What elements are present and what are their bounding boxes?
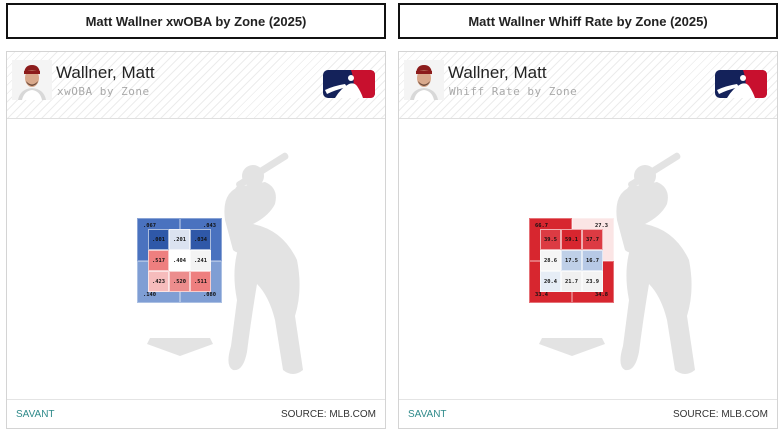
zone-value: .241 [194,258,207,264]
card-header: Wallner, Matt xwOBA by Zone [7,52,385,119]
strike-zone-grid: 66.7 27.3 33.4 34.8 39.5 59.1 37.7 28.6 … [529,218,614,303]
zone-2: .201 [169,229,190,250]
mlb-logo-icon [715,70,767,98]
card-header: Wallner, Matt Whiff Rate by Zone [399,52,777,119]
zone-6: 16.7 [582,250,603,271]
zone-value: 21.7 [565,279,578,285]
zone-8: 21.7 [561,271,582,292]
zone-value: .511 [194,279,207,285]
zone-value: .001 [152,237,165,243]
zone-card: Wallner, Matt Whiff Rate by Zone [398,51,778,429]
player-name: Wallner, Matt [56,63,155,82]
zone-2: 59.1 [561,229,582,250]
zone-value: 28.6 [544,258,557,264]
zone-value: 59.1 [565,237,578,243]
zone-9: 23.9 [582,271,603,292]
zone-value: .201 [173,237,186,243]
zone-plot: .067 .043 .140 .080 .001 .201 .034 .517 … [7,120,385,402]
zone-card: Wallner, Matt xwOBA by Zone [6,51,386,429]
xwoba-panel: Matt Wallner xwOBA by Zone (2025) Wallne… [6,0,392,437]
zone-value: .423 [152,279,165,285]
zone-outer-value: 27.3 [595,223,608,229]
zone-outer-value: 33.4 [535,292,548,298]
zone-inner-grid: 39.5 59.1 37.7 28.6 17.5 16.7 20.4 21.7 … [540,229,603,292]
zone-4: 28.6 [540,250,561,271]
zone-6: .241 [190,250,211,271]
zone-1: .001 [148,229,169,250]
zone-value: .034 [194,237,207,243]
zone-plot: 66.7 27.3 33.4 34.8 39.5 59.1 37.7 28.6 … [399,120,777,402]
zone-5: .404 [169,250,190,271]
panel-title: Matt Wallner xwOBA by Zone (2025) [6,3,386,39]
zone-value: .404 [173,258,186,264]
zone-inner-grid: .001 .201 .034 .517 .404 .241 .423 .520 … [148,229,211,292]
zone-outer-value: .080 [203,292,216,298]
zone-value: .520 [173,279,186,285]
batter-silhouette-icon [539,152,695,374]
strike-zone-grid: .067 .043 .140 .080 .001 .201 .034 .517 … [137,218,222,303]
whiff-rate-panel: Matt Wallner Whiff Rate by Zone (2025) W… [398,0,784,437]
metric-subtitle: xwOBA by Zone [57,85,150,98]
source-label: SOURCE: MLB.COM [672,409,768,420]
mlb-logo-icon [323,70,375,98]
zone-4: .517 [148,250,169,271]
zone-5: 17.5 [561,250,582,271]
zone-1: 39.5 [540,229,561,250]
player-headshot-icon [12,60,52,100]
card-footer: SAVANT SOURCE: MLB.COM [7,399,385,428]
metric-subtitle: Whiff Rate by Zone [449,85,578,98]
zone-3: 37.7 [582,229,603,250]
zone-outer-value: .043 [203,223,216,229]
player-headshot-icon [404,60,444,100]
zone-7: .423 [148,271,169,292]
zone-outer-value: 66.7 [535,223,548,229]
player-name: Wallner, Matt [448,63,547,82]
zone-value: 23.9 [586,279,599,285]
savant-link[interactable]: SAVANT [16,409,55,420]
zone-outer-value: 34.8 [595,292,608,298]
zone-value: 20.4 [544,279,557,285]
zone-outer-value: .140 [143,292,156,298]
zone-outer-value: .067 [143,223,156,229]
zone-value: 16.7 [586,258,599,264]
zone-8: .520 [169,271,190,292]
savant-link[interactable]: SAVANT [408,409,447,420]
zone-value: 39.5 [544,237,557,243]
zone-7: 20.4 [540,271,561,292]
panel-title: Matt Wallner Whiff Rate by Zone (2025) [398,3,778,39]
zone-value: 17.5 [565,258,578,264]
source-label: SOURCE: MLB.COM [280,409,376,420]
zone-3: .034 [190,229,211,250]
zone-value: 37.7 [586,237,599,243]
zone-9: .511 [190,271,211,292]
zone-value: .517 [152,258,165,264]
card-footer: SAVANT SOURCE: MLB.COM [399,399,777,428]
batter-silhouette-icon [147,152,303,374]
